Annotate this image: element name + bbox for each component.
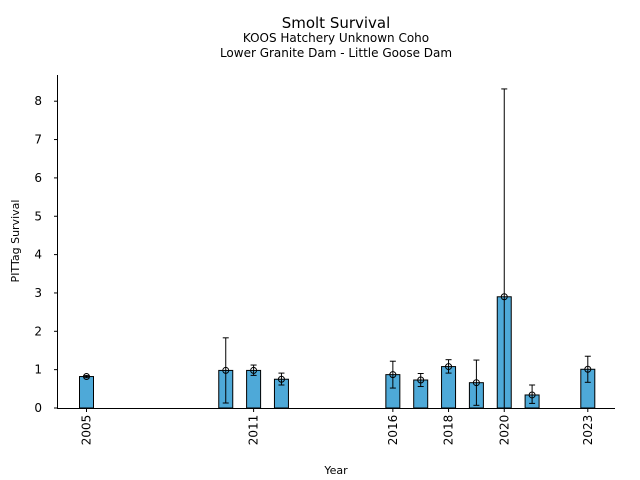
point-marker-2012: [277, 375, 285, 383]
point-marker-2016: [389, 371, 397, 379]
chart-subtitle-1: KOOS Hatchery Unknown Coho: [243, 31, 429, 45]
x-tick-label: 2023: [581, 415, 595, 446]
bar-2011: [246, 369, 262, 409]
x-tick-label: 2020: [497, 415, 511, 446]
y-tick-label: 3: [34, 286, 42, 300]
point-marker-2023: [584, 365, 592, 373]
point-marker-2010: [222, 366, 230, 374]
point-marker-2020: [500, 293, 508, 301]
point-marker-2019: [472, 379, 480, 387]
x-tick-label: 2016: [386, 415, 400, 446]
y-tick-label: 1: [34, 363, 42, 377]
point-marker-2018: [445, 363, 453, 371]
point-marker-2011: [250, 366, 258, 374]
x-tick-label: 2005: [80, 415, 94, 446]
point-marker-2017: [417, 376, 425, 384]
plot-area: 0 1 2 3 4 5 6 7 8 2005 2011 2016 2018 2020 2023: [34, 88, 596, 446]
y-tick-label: 7: [34, 133, 42, 147]
y-tick-label: 4: [34, 248, 42, 262]
x-tick-label: 2011: [247, 415, 261, 446]
y-tick-label: 6: [34, 171, 42, 185]
chart-subtitle-2: Lower Granite Dam - Little Goose Dam: [220, 46, 452, 60]
x-tick-label: 2018: [442, 415, 456, 446]
x-axis-label: Year: [323, 464, 348, 477]
y-tick-label: 8: [34, 94, 42, 108]
point-marker-2021: [528, 391, 536, 399]
bar-2005: [79, 376, 94, 409]
chart-title: Smolt Survival: [282, 14, 391, 32]
y-tick-label: 0: [34, 401, 42, 415]
y-tick-label: 5: [34, 209, 42, 223]
y-axis-label: PITTag Survival: [9, 200, 22, 283]
point-marker-2005: [83, 373, 90, 381]
y-tick-label: 2: [34, 324, 42, 338]
